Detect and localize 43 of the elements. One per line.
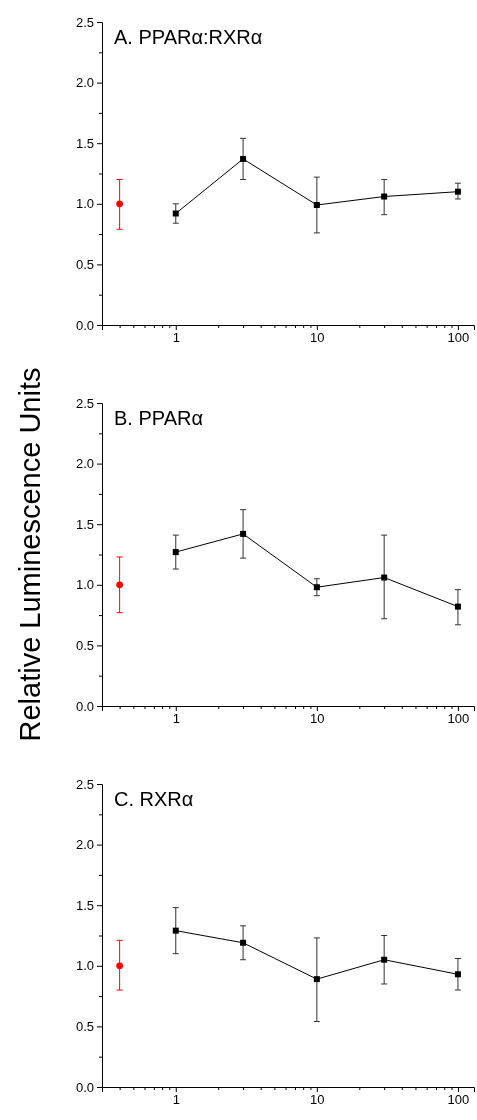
point	[313, 202, 320, 209]
x-tick-label: 1	[172, 330, 180, 346]
y-axis-title: Relative Luminescence Units	[14, 367, 46, 742]
point	[313, 584, 320, 591]
y-tick-label: 1.5	[75, 135, 94, 151]
chart-title: C. RXRα	[114, 788, 194, 810]
y-tick-label: 0.0	[75, 317, 94, 333]
x-tick-label: 10	[310, 711, 325, 727]
x-tick-label: 1	[172, 1092, 180, 1108]
y-tick-label: 1.5	[75, 516, 94, 532]
point	[313, 976, 320, 983]
y-tick-label: 1.0	[75, 196, 94, 212]
y-tick-label: 1.5	[75, 897, 94, 913]
x-tick-label: 100	[447, 330, 470, 346]
point	[381, 574, 388, 581]
chart-title: A. PPARα:RXRα	[114, 26, 263, 48]
point	[381, 193, 388, 200]
x-tick-label: 100	[447, 711, 470, 727]
y-tick-label: 2.5	[75, 395, 94, 411]
y-tick-label: 2.0	[75, 837, 94, 853]
y-tick-label: 2.5	[75, 776, 94, 792]
chart-title: B. PPARα	[114, 407, 203, 429]
y-tick-label: 1.0	[75, 958, 94, 974]
y-tick-label: 0.0	[75, 698, 94, 714]
point	[240, 530, 247, 537]
point	[454, 971, 461, 978]
y-tick-label: 0.5	[75, 1019, 94, 1035]
x-tick-label: 10	[310, 1092, 325, 1108]
point	[240, 939, 247, 946]
x-tick-label: 100	[447, 1092, 470, 1108]
y-tick-label: 1.0	[75, 577, 94, 593]
y-tick-label: 0.0	[75, 1079, 94, 1095]
point	[240, 155, 247, 162]
y-tick-label: 2.5	[75, 14, 94, 30]
y-tick-label: 0.5	[75, 638, 94, 654]
y-tick-label: 2.0	[75, 456, 94, 472]
y-tick-label: 0.5	[75, 257, 94, 273]
x-tick-label: 1	[172, 711, 180, 727]
x-tick-label: 10	[310, 330, 325, 346]
point	[454, 603, 461, 610]
point	[381, 956, 388, 963]
point	[454, 188, 461, 195]
y-tick-label: 2.0	[75, 75, 94, 91]
